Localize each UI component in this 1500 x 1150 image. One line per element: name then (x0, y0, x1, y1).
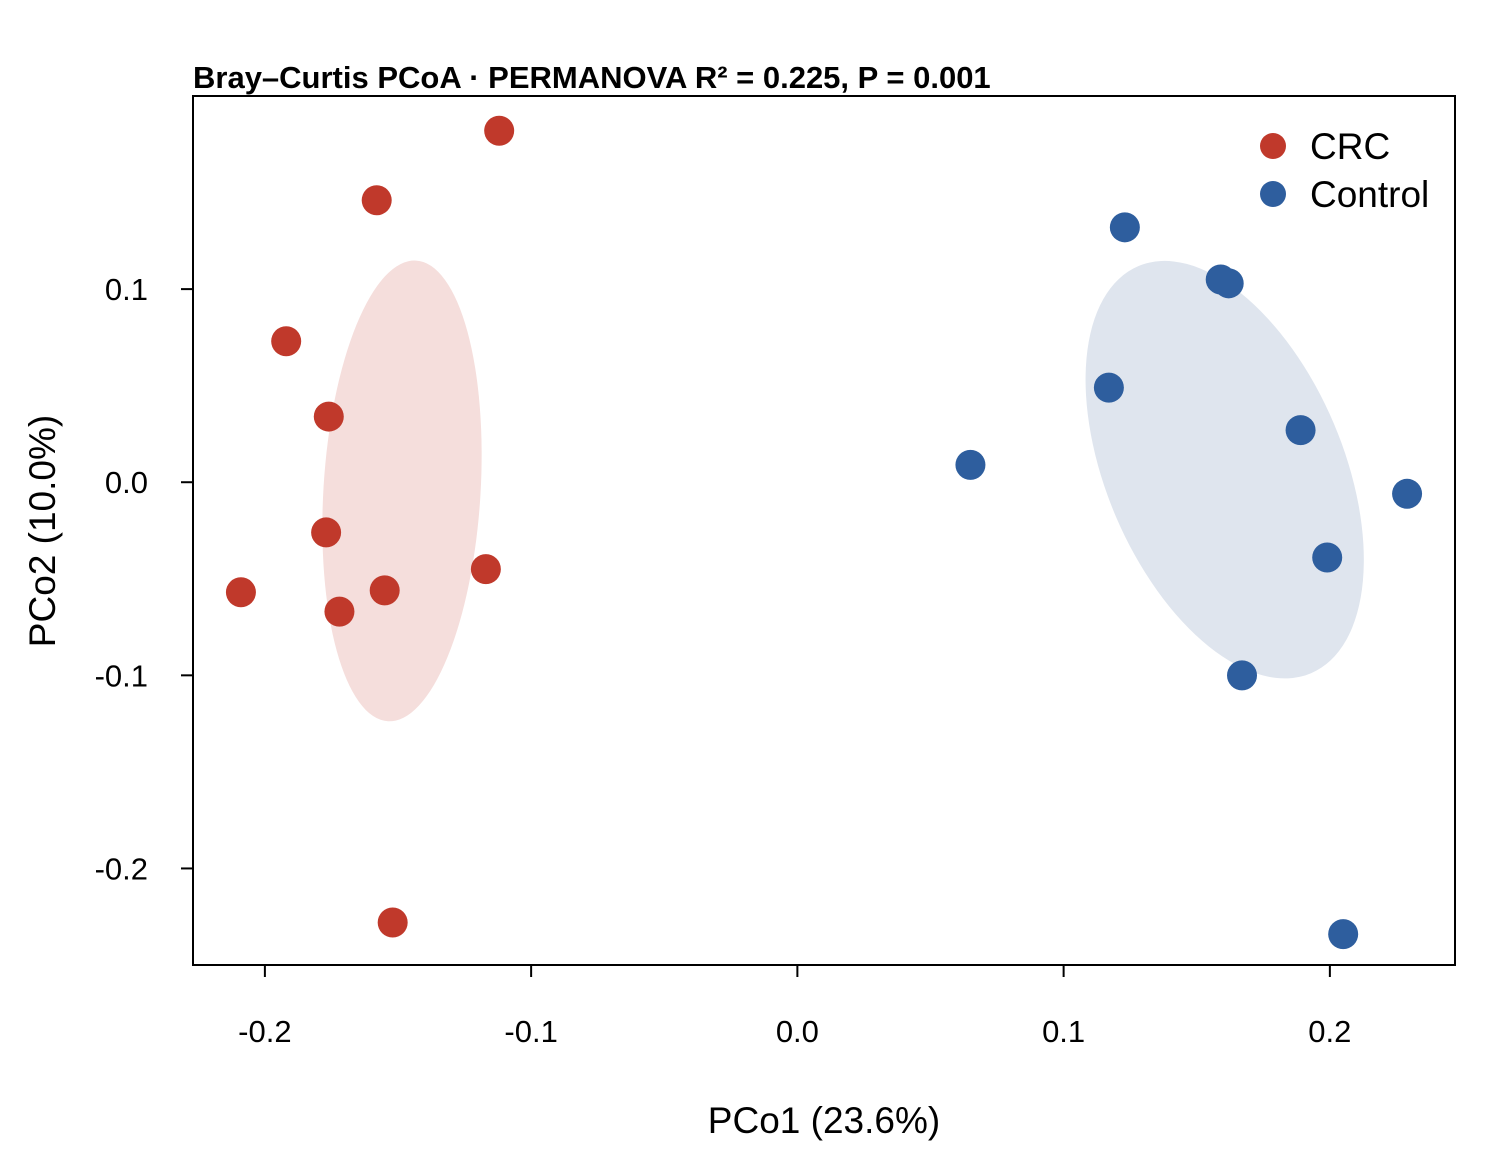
point-crc (369, 575, 400, 606)
x-tick-label: -0.2 (238, 1014, 291, 1049)
point-crc (311, 517, 342, 548)
point-crc (271, 326, 302, 357)
confidence-ellipses (322, 260, 1364, 722)
chart-title: Bray–Curtis PCoA · PERMANOVA R² = 0.225,… (193, 60, 991, 95)
x-tick-label: 0.2 (1308, 1014, 1351, 1049)
x-tick-label: -0.1 (504, 1014, 557, 1049)
legend-marker-crc (1260, 133, 1286, 159)
legend: CRC Control (1260, 126, 1429, 215)
point-control (1093, 372, 1124, 403)
point-crc (470, 554, 501, 585)
point-crc (313, 401, 344, 432)
point-crc (484, 115, 515, 146)
point-crc (225, 577, 256, 608)
point-control (1285, 415, 1316, 446)
point-crc (377, 907, 408, 938)
point-control (1312, 542, 1343, 573)
legend-label-control: Control (1310, 174, 1429, 215)
point-control (1392, 478, 1423, 509)
confidence-ellipse-control (1085, 260, 1364, 679)
point-control (955, 449, 986, 480)
point-control (1213, 268, 1244, 299)
y-axis: -0.2 -0.1 0.0 0.1 (95, 272, 193, 886)
point-control (1109, 212, 1140, 243)
data-points (225, 115, 1423, 950)
x-axis: -0.2 -0.1 0.0 0.1 0.2 (238, 965, 1351, 1049)
point-control (1227, 660, 1258, 691)
x-tick-label: 0.1 (1042, 1014, 1085, 1049)
x-axis-label: PCo1 (23.6%) (708, 1100, 940, 1141)
point-crc (324, 596, 355, 627)
plot-frame (192, 95, 1456, 966)
y-tick-label: -0.2 (95, 851, 148, 886)
y-tick-label: 0.1 (105, 272, 148, 307)
x-tick-label: 0.0 (776, 1014, 819, 1049)
legend-marker-control (1260, 181, 1286, 207)
y-tick-label: 0.0 (105, 465, 148, 500)
point-crc (361, 185, 392, 216)
confidence-ellipse-crc (322, 260, 482, 722)
y-axis-label: PCo2 (10.0%) (22, 415, 63, 647)
point-control (1328, 919, 1359, 950)
legend-label-crc: CRC (1310, 126, 1390, 167)
y-tick-label: -0.1 (95, 658, 148, 693)
